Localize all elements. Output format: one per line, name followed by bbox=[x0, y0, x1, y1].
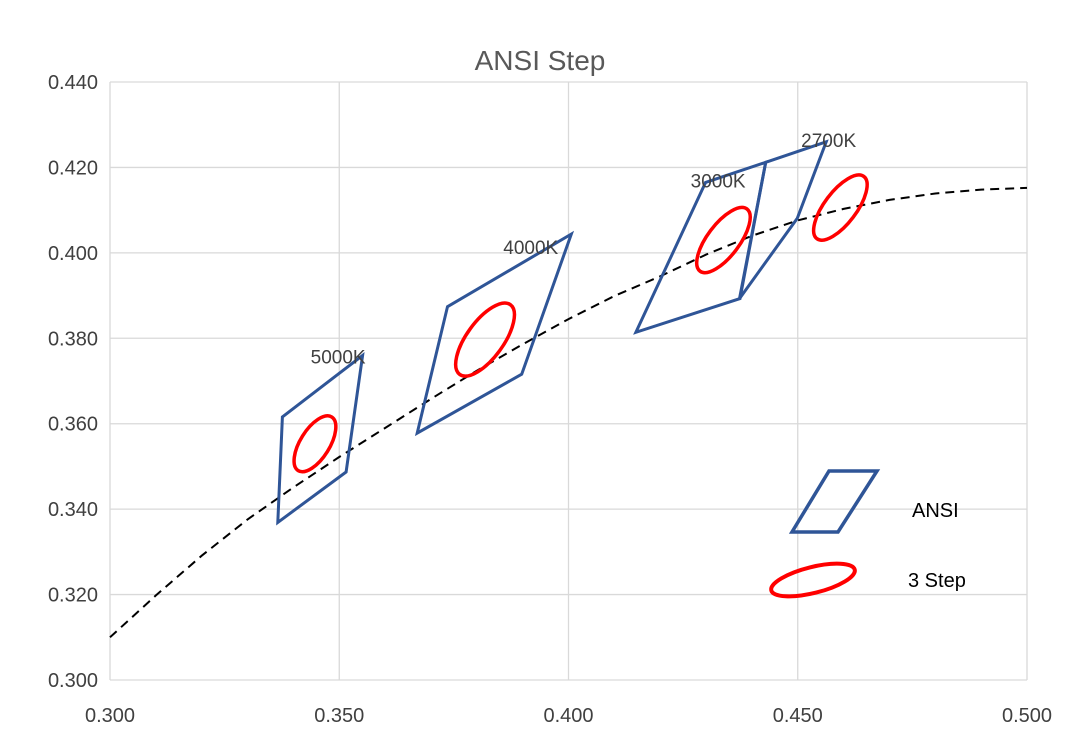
ansi-quadrangle-2700k bbox=[738, 139, 829, 300]
ansi-quadrangle-5000k bbox=[276, 351, 365, 526]
y-tick-label: 0.400 bbox=[48, 243, 98, 265]
y-tick-label: 0.420 bbox=[48, 157, 98, 179]
x-tick-label: 0.400 bbox=[543, 705, 593, 727]
blackbody-curve-layer bbox=[109, 186, 1028, 639]
cct-label-5000k: 5000K bbox=[311, 347, 366, 368]
y-tick-label: 0.340 bbox=[48, 499, 98, 521]
ansi-quadrangles bbox=[276, 139, 829, 526]
legend-3step-label: 3 Step bbox=[908, 570, 966, 592]
three-step-ellipse bbox=[292, 414, 338, 474]
chart-title: ANSI Step bbox=[475, 45, 606, 76]
cct-label-4000k: 4000K bbox=[503, 238, 558, 259]
x-tick-label: 0.300 bbox=[85, 705, 135, 727]
three-step-ellipses bbox=[292, 173, 869, 474]
legend-ansi-label: ANSI bbox=[912, 500, 959, 522]
legend: ANSI 3 Step bbox=[769, 469, 966, 599]
cct-labels: 5000K 4000K 3000K 2700K bbox=[311, 131, 857, 369]
ansi-quadrangle-4000k bbox=[414, 230, 575, 437]
grid bbox=[109, 81, 1028, 681]
legend-3step-symbol bbox=[769, 561, 857, 599]
three-step-ellipse bbox=[694, 205, 752, 275]
legend-ansi-symbol bbox=[788, 469, 881, 534]
cct-label-2700k: 2700K bbox=[801, 131, 856, 152]
y-tick-label: 0.320 bbox=[48, 585, 98, 607]
y-tick-label: 0.300 bbox=[48, 670, 98, 692]
x-tick-label: 0.350 bbox=[314, 705, 364, 727]
three-step-ellipse bbox=[453, 301, 517, 378]
blackbody-curve bbox=[109, 186, 1028, 639]
x-tick-label: 0.500 bbox=[1002, 705, 1052, 727]
tick-labels: 0.300 0.320 0.340 0.360 0.380 0.400 0.420 0.440… bbox=[48, 72, 1052, 727]
x-tick-label: 0.450 bbox=[773, 705, 823, 727]
y-tick-label: 0.360 bbox=[48, 414, 98, 436]
y-tick-label: 0.440 bbox=[48, 72, 98, 94]
y-tick-label: 0.380 bbox=[48, 328, 98, 350]
three-step-ellipse bbox=[811, 173, 869, 242]
cct-label-3000k: 3000K bbox=[691, 171, 746, 192]
